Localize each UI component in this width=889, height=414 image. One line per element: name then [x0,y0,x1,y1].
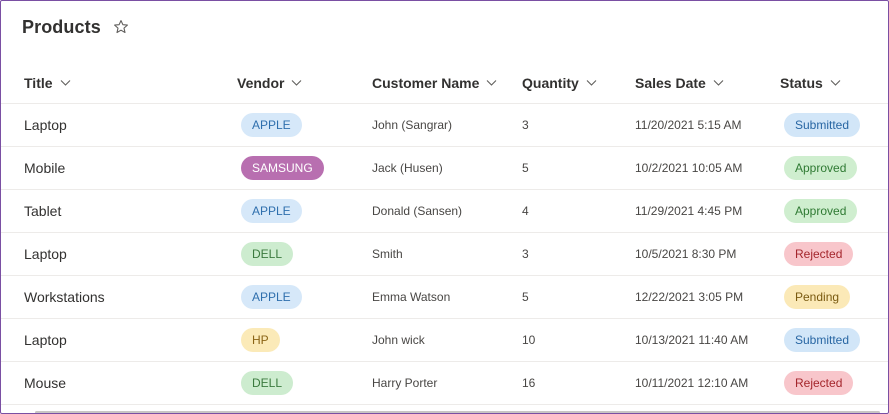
customer-cell: Harry Porter [372,376,438,390]
quantity-cell: 5 [522,290,529,304]
table-row[interactable]: Tablet APPLE Donald (Sansen) 4 11/29/202… [1,190,888,233]
table-row[interactable]: Mobile SAMSUNG Jack (Husen) 5 10/2/2021 … [1,147,888,190]
title-bar: Products [22,15,129,39]
status-cell: Submitted [784,319,861,361]
quantity-cell: 16 [522,376,536,390]
customer-cell: John wick [372,333,425,347]
vendor-cell: APPLE [241,276,302,318]
status-cell: Submitted [784,104,861,146]
customer-cell: Donald (Sansen) [372,204,463,218]
column-header-label: Customer Name [372,74,480,91]
vendor-badge: APPLE [241,113,302,137]
column-header-label: Vendor [237,74,285,91]
title-cell[interactable]: Tablet [24,203,62,219]
customer-cell: Smith [372,247,403,261]
status-cell: Pending [784,276,851,318]
quantity-cell: 5 [522,161,529,175]
vendor-cell: DELL [241,362,294,404]
quantity-cell: 3 [522,118,529,132]
vendor-badge: DELL [241,242,294,266]
chevron-down-icon [60,77,71,88]
title-cell[interactable]: Laptop [24,246,67,262]
customer-cell: Emma Watson [372,290,451,304]
vendor-badge: APPLE [241,199,302,223]
column-header-row: Title Vendor Customer Name Quantity Sale… [1,61,888,104]
status-cell: Rejected [784,362,854,404]
sales-date-cell: 10/2/2021 10:05 AM [635,161,743,175]
status-badge: Rejected [784,371,854,395]
sales-date-cell: 10/5/2021 8:30 PM [635,247,737,261]
column-header-label: Quantity [522,74,579,91]
status-cell: Approved [784,147,858,189]
sales-date-cell: 10/11/2021 12:10 AM [635,376,749,390]
chevron-down-icon [830,77,841,88]
vendor-badge: APPLE [241,285,302,309]
status-badge: Submitted [784,113,861,137]
chevron-down-icon [713,77,724,88]
sales-date-cell: 10/13/2021 11:40 AM [635,333,749,347]
table-body: Laptop APPLE John (Sangrar) 3 11/20/2021… [1,104,888,405]
title-cell[interactable]: Mouse [24,375,67,391]
status-cell: Rejected [784,233,854,275]
column-header-title[interactable]: Title [24,61,71,104]
column-header-label: Title [24,74,53,91]
vendor-cell: APPLE [241,190,302,232]
sales-date-cell: 11/29/2021 4:45 PM [635,204,743,218]
status-badge: Approved [784,156,858,180]
quantity-cell: 10 [522,333,536,347]
quantity-cell: 4 [522,204,529,218]
table-row[interactable]: Mouse DELL Harry Porter 16 10/11/2021 12… [1,362,888,405]
horizontal-scrollbar[interactable] [35,411,880,413]
star-icon[interactable] [113,19,129,35]
column-header-sales-date[interactable]: Sales Date [635,61,724,104]
status-badge: Pending [784,285,851,309]
title-cell[interactable]: Laptop [24,332,67,348]
vendor-badge: HP [241,328,280,352]
status-badge: Approved [784,199,858,223]
title-cell[interactable]: Workstations [24,289,105,305]
vendor-cell: HP [241,319,280,361]
title-cell[interactable]: Laptop [24,117,67,133]
column-header-status[interactable]: Status [780,61,841,104]
vendor-badge: SAMSUNG [241,156,324,180]
table-row[interactable]: Workstations APPLE Emma Watson 5 12/22/2… [1,276,888,319]
vendor-badge: DELL [241,371,294,395]
column-header-customer-name[interactable]: Customer Name [372,61,497,104]
status-cell: Approved [784,190,858,232]
chevron-down-icon [586,77,597,88]
status-badge: Rejected [784,242,854,266]
status-badge: Submitted [784,328,861,352]
table-row[interactable]: Laptop HP John wick 10 10/13/2021 11:40 … [1,319,888,362]
column-header-label: Sales Date [635,74,706,91]
sales-date-cell: 12/22/2021 3:05 PM [635,290,744,304]
column-header-vendor[interactable]: Vendor [237,61,302,104]
vendor-cell: SAMSUNG [241,147,324,189]
title-cell[interactable]: Mobile [24,160,66,176]
page-title: Products [22,16,101,37]
chevron-down-icon [291,77,302,88]
customer-cell: John (Sangrar) [372,118,453,132]
chevron-down-icon [486,77,497,88]
table-row[interactable]: Laptop APPLE John (Sangrar) 3 11/20/2021… [1,104,888,147]
quantity-cell: 3 [522,247,529,261]
vendor-cell: APPLE [241,104,302,146]
sales-date-cell: 11/20/2021 5:15 AM [635,118,742,132]
vendor-cell: DELL [241,233,294,275]
table-row[interactable]: Laptop DELL Smith 3 10/5/2021 8:30 PM Re… [1,233,888,276]
column-header-quantity[interactable]: Quantity [522,61,597,104]
column-header-label: Status [780,74,823,91]
customer-cell: Jack (Husen) [372,161,443,175]
